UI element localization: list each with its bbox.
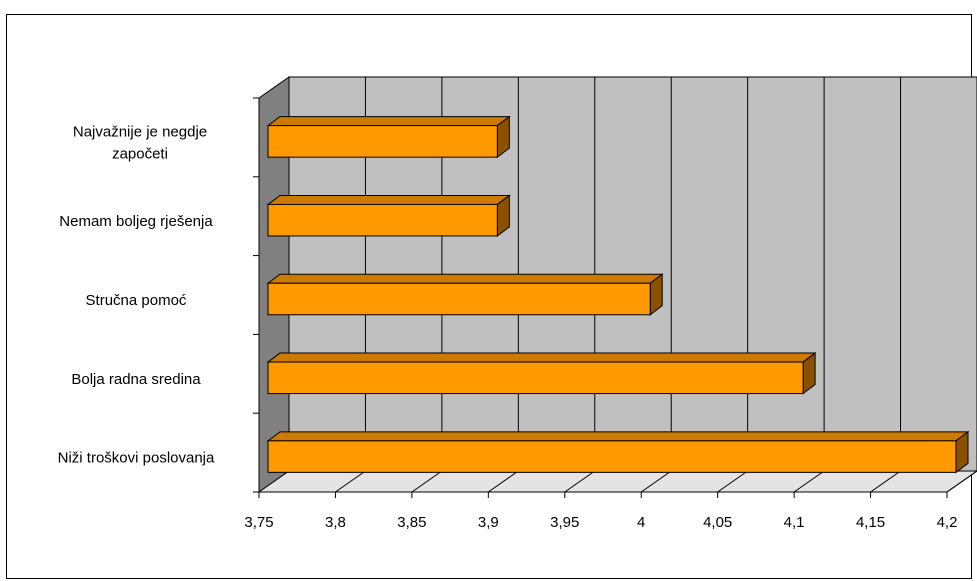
bar-top — [266, 431, 970, 442]
x-tick-label: 4,1 — [784, 514, 805, 531]
x-tick-label: 3,95 — [550, 514, 579, 531]
bar — [267, 440, 957, 473]
floor-gridline — [870, 470, 901, 493]
x-tick-label: 4,05 — [703, 514, 732, 531]
category-label: Nemam boljeg rješenja — [59, 213, 213, 230]
x-tick-label: 4,15 — [856, 514, 885, 531]
x-tick-label: 3,85 — [397, 514, 426, 531]
floor-gridline — [564, 470, 596, 493]
floor-gridline — [793, 470, 825, 493]
floor-gridline — [411, 470, 443, 493]
floor-gridline — [640, 470, 672, 493]
category-label-line: Nemam boljeg rješenja — [59, 213, 213, 230]
category-label-line: Stručna pomoć — [86, 292, 187, 309]
x-tick-label: 4 — [637, 514, 645, 531]
floor — [257, 470, 977, 493]
floor-gridline — [717, 470, 748, 493]
bar-top — [266, 194, 511, 205]
bar — [267, 125, 498, 158]
x-tick-label: 3,8 — [325, 514, 346, 531]
bars — [266, 115, 970, 474]
category-label-line: započeti — [112, 145, 168, 162]
x-tick-label: 3,75 — [244, 514, 273, 531]
x-tick-label: 4,2 — [937, 514, 958, 531]
category-label: Najvažnije je negdje započeti — [73, 123, 207, 162]
floor-gridline — [488, 470, 519, 493]
floor-gridline — [946, 470, 977, 493]
x-tick-label: 3,9 — [478, 514, 499, 531]
labels: 3,75 3,8 3,85 3,9 3,95 4 4,05 4,1 4,15 4,2 Najvažn… — [58, 123, 958, 531]
category-label: Stručna pomoć — [86, 292, 187, 309]
floor-gridline — [335, 470, 366, 493]
bar — [267, 361, 804, 395]
category-label-line: Bolja radna sredina — [71, 371, 201, 388]
category-label: Niži troškovi poslovanja — [58, 450, 215, 467]
category-label: Bolja radna sredina — [71, 371, 201, 388]
axes — [253, 97, 948, 498]
bar — [267, 203, 498, 237]
bar-top — [266, 352, 817, 363]
bar — [267, 282, 651, 316]
category-label-line: Najvažnije je negdje — [73, 123, 207, 140]
category-label-line: Niži troškovi poslovanja — [58, 450, 215, 467]
bar-top — [266, 273, 664, 284]
bar-top — [266, 116, 511, 127]
